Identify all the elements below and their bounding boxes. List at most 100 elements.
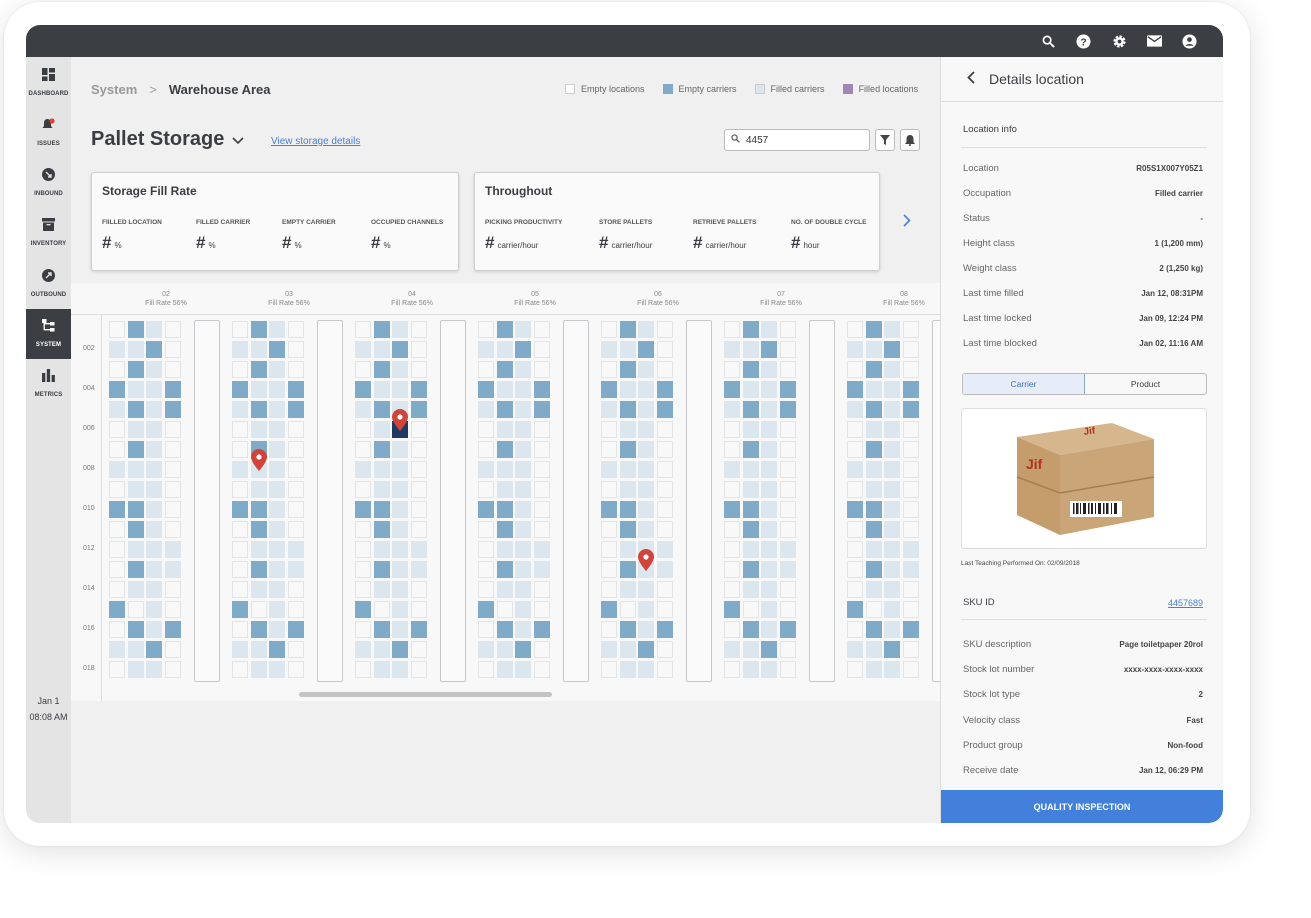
storage-cell[interactable] — [761, 481, 777, 498]
storage-cell[interactable] — [847, 461, 863, 478]
storage-cell[interactable] — [478, 381, 494, 398]
storage-cell[interactable] — [847, 621, 863, 638]
storage-cell[interactable] — [355, 381, 371, 398]
storage-cell[interactable] — [232, 381, 248, 398]
storage-cell[interactable] — [761, 641, 777, 658]
storage-cell[interactable] — [373, 481, 390, 498]
storage-cell[interactable] — [884, 381, 900, 398]
storage-cell[interactable] — [478, 501, 494, 518]
storage-cell[interactable] — [355, 541, 371, 558]
storage-cell[interactable] — [232, 401, 248, 418]
storage-cell[interactable] — [392, 361, 408, 378]
storage-cell[interactable] — [656, 381, 673, 398]
storage-cell[interactable] — [269, 581, 285, 598]
gear-icon[interactable] — [1110, 32, 1128, 50]
storage-cell[interactable] — [865, 401, 882, 418]
storage-cell[interactable] — [373, 321, 390, 338]
storage-cell[interactable] — [373, 661, 390, 678]
storage-cell[interactable] — [847, 601, 863, 618]
storage-cell[interactable] — [847, 441, 863, 458]
storage-cell[interactable] — [250, 641, 267, 658]
storage-cell[interactable] — [355, 601, 371, 618]
storage-cell[interactable] — [146, 481, 162, 498]
storage-cell[interactable] — [410, 341, 427, 358]
storage-cell[interactable] — [355, 401, 371, 418]
storage-cell[interactable] — [533, 381, 550, 398]
storage-cell[interactable] — [127, 481, 144, 498]
storage-cell[interactable] — [724, 461, 740, 478]
storage-cell[interactable] — [127, 561, 144, 578]
storage-cell[interactable] — [287, 581, 304, 598]
storage-cell[interactable] — [779, 341, 796, 358]
storage-cell[interactable] — [533, 521, 550, 538]
storage-cell[interactable] — [515, 501, 531, 518]
storage-cell[interactable] — [269, 561, 285, 578]
storage-cell[interactable] — [164, 621, 181, 638]
storage-cell[interactable] — [373, 601, 390, 618]
storage-cell[interactable] — [269, 601, 285, 618]
storage-cell[interactable] — [902, 321, 919, 338]
storage-cell[interactable] — [146, 341, 162, 358]
storage-cell[interactable] — [724, 361, 740, 378]
storage-cell[interactable] — [779, 661, 796, 678]
storage-cell[interactable] — [355, 461, 371, 478]
storage-cell[interactable] — [847, 641, 863, 658]
storage-cell[interactable] — [496, 381, 513, 398]
storage-cell[interactable] — [109, 561, 125, 578]
storage-cell[interactable] — [287, 641, 304, 658]
storage-cell[interactable] — [761, 401, 777, 418]
storage-cell[interactable] — [638, 421, 654, 438]
storage-cell[interactable] — [287, 341, 304, 358]
storage-cell[interactable] — [779, 361, 796, 378]
storage-cell[interactable] — [656, 361, 673, 378]
storage-cell[interactable] — [109, 641, 125, 658]
storage-cell[interactable] — [164, 561, 181, 578]
storage-cell[interactable] — [601, 401, 617, 418]
storage-cell[interactable] — [742, 521, 759, 538]
storage-cell[interactable] — [884, 501, 900, 518]
storage-cell[interactable] — [724, 441, 740, 458]
storage-cell[interactable] — [724, 401, 740, 418]
storage-cell[interactable] — [410, 381, 427, 398]
storage-cell[interactable] — [779, 421, 796, 438]
storage-cell[interactable] — [232, 641, 248, 658]
storage-cell[interactable] — [515, 401, 531, 418]
storage-cell[interactable] — [269, 341, 285, 358]
storage-cell[interactable] — [496, 501, 513, 518]
storage-cell[interactable] — [164, 481, 181, 498]
storage-cell[interactable] — [724, 421, 740, 438]
storage-cell[interactable] — [127, 521, 144, 538]
storage-cell[interactable] — [601, 321, 617, 338]
sku-id-link[interactable]: 4457689 — [1167, 597, 1203, 608]
storage-cell[interactable] — [392, 321, 408, 338]
storage-cell[interactable] — [533, 361, 550, 378]
storage-cell[interactable] — [269, 361, 285, 378]
storage-cell[interactable] — [638, 581, 654, 598]
search-input[interactable] — [746, 134, 878, 146]
storage-cell[interactable] — [865, 481, 882, 498]
storage-cell[interactable] — [355, 361, 371, 378]
storage-cell[interactable] — [496, 541, 513, 558]
storage-cell[interactable] — [232, 521, 248, 538]
storage-cell[interactable] — [269, 401, 285, 418]
next-cards-chevron-icon[interactable] — [903, 214, 911, 232]
storage-cell[interactable] — [250, 341, 267, 358]
storage-cell[interactable] — [619, 581, 636, 598]
storage-cell[interactable] — [410, 541, 427, 558]
storage-cell[interactable] — [865, 621, 882, 638]
storage-cell[interactable] — [724, 501, 740, 518]
storage-cell[interactable] — [619, 541, 636, 558]
storage-cell[interactable] — [779, 601, 796, 618]
storage-cell[interactable] — [392, 561, 408, 578]
storage-cell[interactable] — [392, 441, 408, 458]
storage-cell[interactable] — [146, 321, 162, 338]
storage-cell[interactable] — [533, 401, 550, 418]
storage-cell[interactable] — [656, 621, 673, 638]
storage-cell[interactable] — [373, 541, 390, 558]
storage-cell[interactable] — [619, 481, 636, 498]
storage-cell[interactable] — [164, 421, 181, 438]
storage-cell[interactable] — [533, 441, 550, 458]
storage-cell[interactable] — [478, 641, 494, 658]
storage-cell[interactable] — [761, 361, 777, 378]
storage-cell[interactable] — [146, 501, 162, 518]
